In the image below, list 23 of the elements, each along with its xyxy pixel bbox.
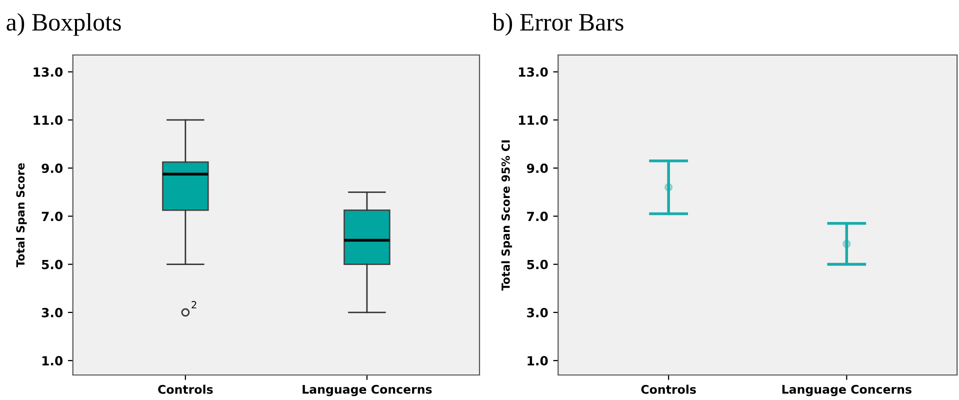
- y-tick-label: 1.0: [528, 356, 548, 366]
- chart-title: a) Boxplots: [6, 13, 121, 36]
- annotation: 2: [192, 301, 196, 308]
- y-tick-label: 5.0: [527, 260, 548, 270]
- y-tick-label: 5.0: [42, 260, 63, 270]
- x-tick-label: Controls: [158, 384, 213, 394]
- y-axis-title: Total Span Score 95% CI: [501, 140, 512, 291]
- y-tick-label: 7.0: [527, 212, 548, 222]
- x-tick-label: Language Concerns: [302, 384, 432, 396]
- y-tick-label: 1.0: [42, 356, 63, 366]
- y-tick-label: 11.0: [34, 115, 63, 125]
- y-tick-label: 3.0: [527, 308, 548, 318]
- y-tick-label: 7.0: [42, 212, 63, 222]
- y-tick-label: 13.0: [34, 67, 63, 77]
- y-axis-title: Total Span Score: [16, 163, 27, 268]
- chart-title: b) Error Bars: [492, 13, 624, 36]
- y-tick-label: 3.0: [42, 308, 63, 318]
- y-tick-label: 9.0: [526, 164, 548, 174]
- x-tick-label: Language Concerns: [782, 384, 912, 396]
- y-tick-label: 11.0: [518, 115, 548, 125]
- y-tick-label: 13.0: [518, 67, 548, 77]
- y-tick-label: 9.0: [42, 164, 63, 174]
- x-tick-label: Controls: [641, 384, 696, 394]
